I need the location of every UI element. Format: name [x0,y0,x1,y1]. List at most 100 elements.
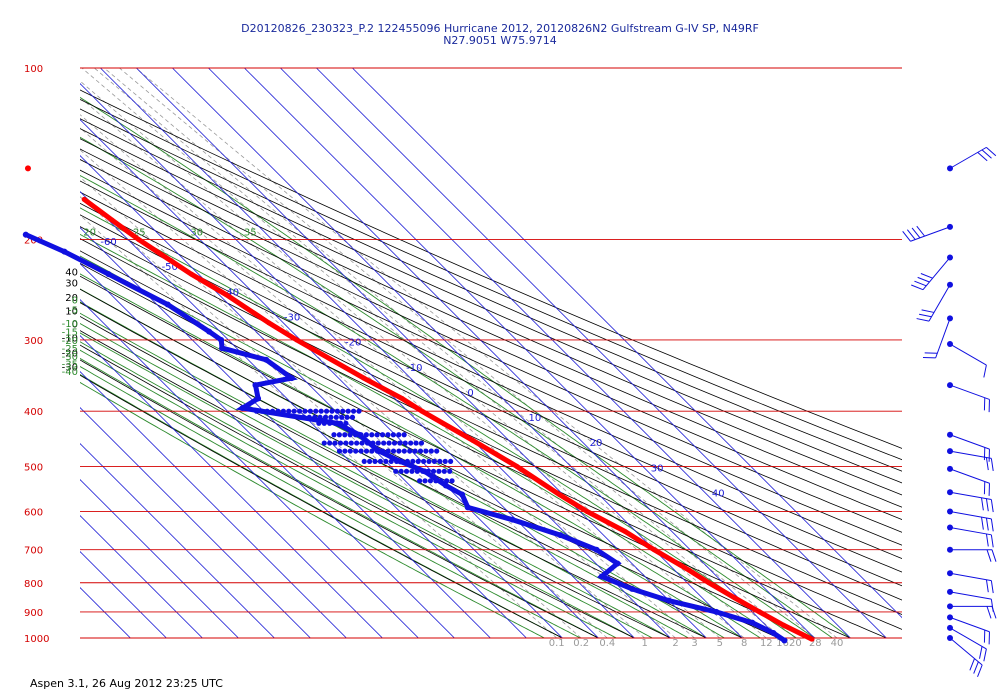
dry-adiabat [80,191,902,573]
dewpoint-point [372,458,378,465]
dewpoint-point [379,432,386,438]
dry-adiabats [80,89,902,638]
wind-barb-flag [917,276,930,283]
dewpoint-point [275,408,281,414]
wind-barb-staff [935,318,951,359]
wind-barb-staff [949,343,987,366]
dry-adiabat-left-label: 30 [65,278,78,289]
wind-barb-flag [911,227,921,239]
dry-adiabat [80,118,902,484]
wind-station-dot [947,508,953,515]
dewpoint-point [413,440,419,446]
dewpoint-point [557,532,564,539]
isotherm [208,68,779,638]
wind-barb-staff [949,384,990,400]
wind-barb-staff [928,284,951,322]
dry-adiabat [80,330,671,638]
isotherm [80,299,419,638]
wind-barbs [902,146,997,677]
wind-barb-staff [949,511,992,520]
dewpoint-point [415,458,421,465]
moist-adiabat-left-label: -5 [68,305,78,316]
mixing-ratio-label: 0.1 [549,638,565,649]
moist-adiabat-left-label: -25 [62,344,78,355]
moist-adiabat-left-label: -10 [62,319,78,330]
dewpoint-point [398,468,404,474]
dewpoint-point [356,408,362,414]
moist-adiabat [80,381,545,638]
dry-adiabat [80,359,599,638]
dewpoint-point [442,482,449,489]
dewpoint-point [361,458,367,465]
dewpoint-point [422,478,428,484]
dewpoint-point [434,448,440,454]
dewpoint-point [336,432,342,438]
dewpoint-point [383,458,389,465]
moist-adiabat [80,365,581,638]
dewpoint-point [331,432,337,438]
temperature-point [24,165,31,172]
temperature-point [188,271,194,277]
mixing-ratio-lines [80,68,838,638]
moist-adiabat-label: 25 [133,228,146,239]
isotherm-label: -20 [345,338,361,349]
dry-adiabat [80,180,902,559]
dewpoint-point [437,458,443,465]
mixing-ratio-line [80,176,608,638]
dewpoint-point [295,414,302,420]
dry-adiabat [80,214,902,601]
dewpoint-point [347,448,353,454]
dewpoint-point [363,432,369,438]
wind-barb-flag [973,661,979,674]
temperature-point [266,320,272,326]
temperature-point [622,528,628,534]
wind-barb-flag [983,364,987,378]
mixing-ratio-line [80,127,676,638]
isotherms [80,68,902,638]
mixing-ratio-label: 3 [691,638,697,649]
mixing-ratio-line [135,68,838,638]
dewpoint-point [430,468,437,474]
mixing-ratio-label: 2 [672,638,678,649]
dewpoint-point [358,448,364,454]
dewpoint-point [593,546,600,553]
isotherm-label: 10 [528,413,541,424]
mixing-ratio-label: 40 [831,638,844,649]
isotherm-label: 20 [590,438,603,449]
dewpoint-point [340,408,346,414]
dewpoint-point [399,458,405,465]
wind-barb-flag [990,518,994,532]
dewpoint-point [255,395,262,402]
mixing-ratio-line [80,214,557,638]
dewpoint-point [444,478,450,484]
wind-barb-flag [977,151,988,162]
wind-barb-staff [922,257,951,290]
wind-barb-staff [949,450,992,459]
dewpoint-point [321,420,327,426]
moist-adiabat [80,349,617,638]
dry-adiabat-left-label: -20 [62,348,78,359]
dewpoint-point [448,458,454,465]
wind-barb-flag [981,149,992,159]
pressure-label: 200 [24,236,43,247]
moist-adiabat [80,357,599,638]
dewpoint-point [332,440,338,446]
isotherm [80,83,635,638]
wind-barb-flag [979,646,983,659]
dewpoint-point [404,458,411,465]
pressure-label: 400 [24,407,43,418]
isotherm [244,68,815,638]
isotherm-label: -60 [100,237,116,248]
dewpoint-point [345,408,351,414]
dewpoint-point [420,468,426,474]
dewpoint-point [348,440,354,446]
temperature-point [732,595,738,601]
moist-adiabat-label: 35 [244,228,257,239]
pressure-label: 900 [24,608,43,619]
wind-barb-staff [949,591,992,600]
dewpoint-point [380,448,386,454]
moist-adiabat [80,273,743,638]
moist-adiabat-left-label: -20 [62,336,78,347]
dewpoint-point [417,478,423,484]
dewpoint-point [306,414,312,420]
